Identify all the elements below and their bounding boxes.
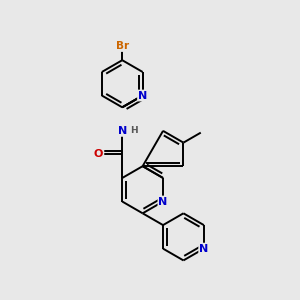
Text: O: O: [94, 149, 104, 159]
Text: Br: Br: [116, 41, 129, 51]
Text: N: N: [199, 244, 208, 254]
Text: N: N: [118, 126, 127, 136]
Text: H: H: [130, 126, 138, 135]
Text: N: N: [138, 91, 147, 100]
Text: N: N: [158, 196, 168, 206]
